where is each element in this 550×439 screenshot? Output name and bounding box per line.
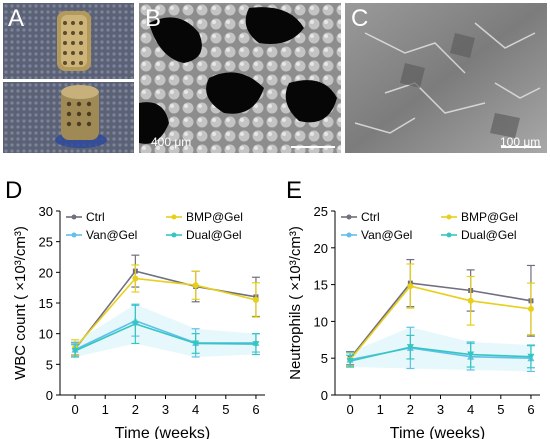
series-dual	[346, 334, 535, 369]
neutrophils-chart: 0 5 10 15 20 25 0 1 2 3 4 5 6 Time (weeks) Neutrophils…	[287, 204, 540, 439]
data-point	[406, 344, 414, 351]
legend-marker	[171, 232, 177, 238]
legend-label: Van@Gel	[86, 228, 137, 242]
y-axis-label: WBC count ( ×10³/cm³)	[12, 226, 29, 380]
legend-label: Ctrl	[86, 210, 105, 224]
x-tick-label: 6	[527, 402, 534, 417]
legend-label: Dual@Gel	[461, 228, 517, 242]
x-tick-label: 4	[467, 402, 474, 417]
y-tick-label: 20	[39, 265, 53, 280]
y-tick-label: 10	[314, 314, 328, 329]
x-tick-label: 5	[222, 402, 229, 417]
series-line	[74, 322, 256, 352]
data-point	[527, 353, 535, 361]
legend-label: Dual@Gel	[186, 228, 242, 242]
legend-label: Ctrl	[361, 210, 380, 224]
legend-marker	[346, 214, 352, 220]
x-tick-label: 2	[132, 402, 139, 417]
series-line	[74, 277, 257, 349]
legend-marker	[446, 232, 452, 238]
y-tick-label: 30	[39, 204, 53, 219]
data-point	[192, 282, 199, 289]
error-band	[350, 327, 531, 372]
legend-marker	[446, 214, 452, 220]
scaffold-bottom-image	[3, 82, 134, 153]
data-point	[467, 297, 474, 304]
data-point	[192, 340, 200, 347]
series-bmp	[346, 263, 535, 367]
data-point	[252, 341, 260, 348]
x-tick-label: 0	[71, 402, 78, 417]
x-tick-label: 3	[437, 402, 444, 417]
x-tick-label: 0	[346, 402, 353, 417]
panel-c-scale-label: 100 μm	[500, 135, 541, 149]
x-tick-label: 5	[497, 402, 504, 417]
panel-b-letter: B	[145, 5, 162, 32]
y-tick-label: 15	[39, 296, 53, 311]
data-point	[467, 351, 475, 359]
panel-b-scale-label: 400 μm	[151, 135, 192, 149]
x-axis-label: Time (weeks)	[115, 425, 210, 439]
scaffold-top-image	[3, 3, 134, 79]
y-tick-label: 15	[314, 278, 328, 293]
series-line	[74, 270, 257, 350]
data-point	[131, 320, 139, 328]
panel-c-letter: C	[351, 5, 369, 32]
y-tick-label: 25	[314, 204, 328, 219]
x-tick-label: 2	[407, 402, 414, 417]
wbc-chart: 0 5 10 15 20 25 30 0 1 2 3 4 5 6 Time (weeks) WBC count…	[12, 204, 265, 439]
panel-a-photo-bottom	[3, 82, 134, 153]
legend-marker	[171, 214, 177, 220]
panel-c-sem-image	[345, 3, 547, 153]
series-line	[349, 282, 532, 359]
legend-label: BMP@Gel	[461, 210, 518, 224]
legend-marker	[71, 232, 77, 238]
x-tick-label: 1	[102, 402, 109, 417]
panel-a-letter: A	[8, 5, 25, 32]
series-line	[349, 346, 531, 362]
y-tick-label: 25	[39, 235, 53, 250]
y-tick-label: 5	[321, 351, 328, 366]
panel-e-letter: E	[286, 177, 303, 204]
series-line	[349, 285, 532, 361]
y-tick-label: 10	[39, 327, 53, 342]
y-axis-label: Neutrophils ( ×10³/cm³)	[287, 226, 304, 380]
x-tick-label: 1	[377, 402, 384, 417]
data-point	[252, 296, 259, 303]
legend-label: Van@Gel	[361, 228, 412, 242]
x-tick-label: 4	[192, 402, 199, 417]
y-tick-label: 5	[46, 357, 53, 372]
data-point	[407, 283, 414, 290]
data-point	[71, 347, 79, 355]
x-tick-label: 3	[162, 402, 169, 417]
series-dual	[71, 303, 260, 358]
panel-d-letter: D	[5, 177, 23, 204]
y-tick-label: 0	[321, 388, 328, 403]
legend-label: BMP@Gel	[186, 210, 243, 224]
x-axis-label: Time (weeks)	[390, 425, 485, 439]
series-line	[74, 319, 256, 351]
y-tick-label: 20	[314, 241, 328, 256]
y-tick-label: 0	[46, 388, 53, 403]
data-point	[527, 305, 534, 312]
legend-marker	[71, 214, 77, 220]
error-band	[75, 304, 256, 357]
data-point	[132, 275, 139, 282]
panel-b-sem-image	[139, 3, 341, 153]
panel-a-photo-top	[3, 3, 134, 79]
data-point	[346, 358, 354, 365]
x-tick-label: 6	[252, 402, 259, 417]
legend-marker	[346, 232, 352, 238]
